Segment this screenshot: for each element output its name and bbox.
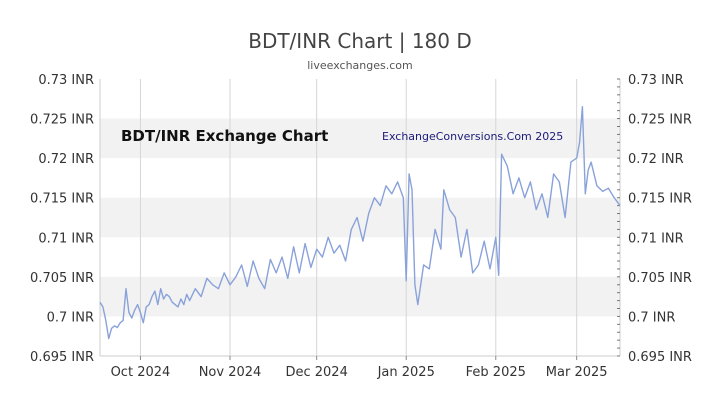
x-tick-label-2: Dec 2024 <box>285 365 347 380</box>
y-tick-label-left-5: 0.72 INR <box>38 152 94 167</box>
y-tick-label-right-0: 0.695 INR <box>628 350 692 365</box>
y-tick-label-right-6: 0.725 INR <box>628 113 692 128</box>
series-layer <box>99 106 621 340</box>
y-tick-label-right-7: 0.73 INR <box>628 73 684 88</box>
x-tick-label-1: Nov 2024 <box>199 365 262 380</box>
plot-frame <box>99 79 621 357</box>
x-tick-label-4: Feb 2025 <box>466 365 526 380</box>
y-tick-label-left-4: 0.715 INR <box>30 192 94 207</box>
watermark-text: ExchangeConversions.Com 2025 <box>382 130 563 143</box>
chart-inner-title: BDT/INR Exchange Chart <box>121 127 328 145</box>
plot-bands <box>100 118 620 317</box>
y-tick-label-right-4: 0.715 INR <box>628 192 692 207</box>
y-tick-label-left-3: 0.71 INR <box>38 231 94 246</box>
y-tick-label-right-2: 0.705 INR <box>628 271 692 286</box>
y-tick-label-right-5: 0.72 INR <box>628 152 684 167</box>
x-tick-label-5: Mar 2025 <box>546 365 608 380</box>
series-line-0 <box>99 106 621 340</box>
chart-subtitle: liveexchanges.com <box>307 59 412 72</box>
y-axis-left: 0.695 INR 0.7 INR 0.705 INR 0.71 INR 0.715 I… <box>30 73 94 365</box>
band-5 <box>100 118 620 159</box>
y-axis-right: 0.695 INR 0.7 INR 0.705 INR 0.71 INR 0.715 I… <box>617 73 692 365</box>
chart-title: BDT/INR Chart | 180 D <box>248 29 472 53</box>
vertical-gridlines <box>139 79 578 356</box>
y-tick-label-left-0: 0.695 INR <box>30 350 94 365</box>
x-tick-label-0: Oct 2024 <box>111 365 171 380</box>
y-tick-label-right-1: 0.7 INR <box>628 310 675 325</box>
y-tick-label-left-6: 0.725 INR <box>30 113 94 128</box>
y-tick-label-left-1: 0.7 INR <box>47 310 94 325</box>
y-tick-label-left-7: 0.73 INR <box>38 73 94 88</box>
x-tick-label-3: Jan 2025 <box>377 365 435 380</box>
y-tick-label-left-2: 0.705 INR <box>30 271 94 286</box>
y-tick-label-right-3: 0.71 INR <box>628 231 684 246</box>
x-axis: Oct 2024 Nov 2024 Dec 2024 Jan 2025 Feb 2025… <box>111 356 608 380</box>
band-1 <box>100 276 620 317</box>
